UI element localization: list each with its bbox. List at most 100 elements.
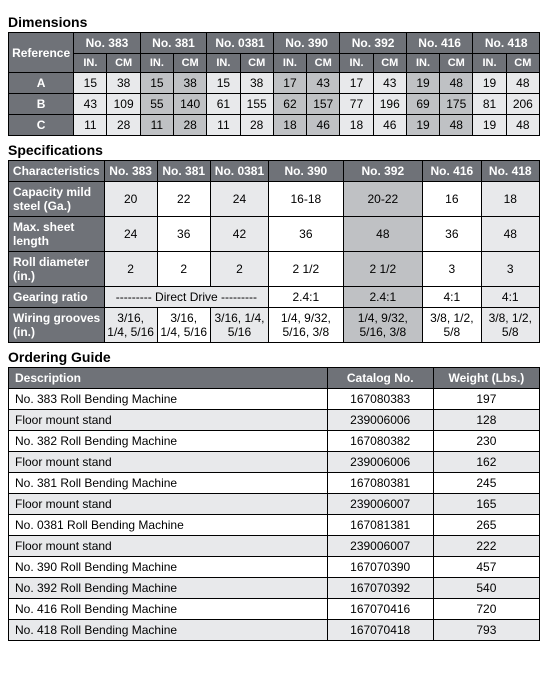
dim-row: C1128112811281846184619481948 — [9, 115, 540, 136]
specs-direct-drive: --------- Direct Drive --------- — [104, 287, 269, 308]
dim-unit: IN. — [473, 54, 506, 73]
specs-cell: 42 — [210, 217, 268, 252]
ordering-catalog: 239006006 — [327, 410, 433, 431]
specs-cell: 2.4:1 — [269, 287, 343, 308]
dim-cell: 46 — [373, 115, 406, 136]
ordering-row: No. 381 Roll Bending Machine167080381245 — [9, 473, 540, 494]
ordering-desc: No. 0381 Roll Bending Machine — [9, 515, 328, 536]
specs-cell: 2 1/2 — [343, 252, 423, 287]
ordering-row: Floor mount stand239006006162 — [9, 452, 540, 473]
dim-unit: CM — [506, 54, 539, 73]
dim-unit: CM — [107, 54, 140, 73]
ordering-row: No. 382 Roll Bending Machine167080382230 — [9, 431, 540, 452]
specs-row: Wiring grooves (in.)3/16, 1/4, 5/163/16,… — [9, 308, 540, 343]
ordering-catalog: 167070416 — [327, 599, 433, 620]
dim-unit: IN. — [406, 54, 439, 73]
ordering-table: Description Catalog No. Weight (Lbs.) No… — [8, 367, 540, 641]
specs-model: No. 418 — [481, 161, 539, 182]
dim-cell: 38 — [107, 73, 140, 94]
specs-cell: 20-22 — [343, 182, 423, 217]
ordering-col-cat: Catalog No. — [327, 368, 433, 389]
dim-row-label: A — [9, 73, 74, 94]
specs-heading: Specifications — [8, 142, 540, 158]
ordering-weight: 128 — [433, 410, 539, 431]
specs-cell: 3/8, 1/2, 5/8 — [481, 308, 539, 343]
dim-model: No. 390 — [273, 33, 340, 54]
ordering-weight: 197 — [433, 389, 539, 410]
specs-model: No. 392 — [343, 161, 423, 182]
specs-cell: 36 — [269, 217, 343, 252]
dim-cell: 77 — [340, 94, 373, 115]
dim-cell: 19 — [406, 73, 439, 94]
dimensions-table: Reference No. 383 No. 381 No. 0381 No. 3… — [8, 32, 540, 136]
dim-cell: 69 — [406, 94, 439, 115]
dim-cell: 17 — [273, 73, 306, 94]
specs-row-label: Roll diameter (in.) — [9, 252, 105, 287]
specs-cell: 20 — [104, 182, 157, 217]
ordering-header-row: Description Catalog No. Weight (Lbs.) — [9, 368, 540, 389]
specs-model: No. 0381 — [210, 161, 268, 182]
specs-cell: 4:1 — [481, 287, 539, 308]
ordering-weight: 793 — [433, 620, 539, 641]
dim-ref-header: Reference — [9, 33, 74, 73]
ordering-weight: 165 — [433, 494, 539, 515]
dim-header-row2: IN.CMIN.CMIN.CMIN.CMIN.CMIN.CMIN.CM — [9, 54, 540, 73]
dim-cell: 11 — [207, 115, 240, 136]
specs-row-label: Gearing ratio — [9, 287, 105, 308]
dim-cell: 15 — [207, 73, 240, 94]
specs-cell: 2.4:1 — [343, 287, 423, 308]
dim-unit: IN. — [340, 54, 373, 73]
ordering-row: No. 416 Roll Bending Machine167070416720 — [9, 599, 540, 620]
dim-cell: 206 — [506, 94, 539, 115]
ordering-catalog: 167070390 — [327, 557, 433, 578]
dim-cell: 43 — [307, 73, 340, 94]
specs-cell: 3/8, 1/2, 5/8 — [423, 308, 481, 343]
dim-cell: 109 — [107, 94, 140, 115]
dim-cell: 62 — [273, 94, 306, 115]
ordering-catalog: 167081381 — [327, 515, 433, 536]
ordering-desc: No. 382 Roll Bending Machine — [9, 431, 328, 452]
dim-cell: 38 — [174, 73, 207, 94]
ordering-col-desc: Description — [9, 368, 328, 389]
specs-cell: 3 — [423, 252, 481, 287]
ordering-desc: Floor mount stand — [9, 452, 328, 473]
specs-cell: 36 — [423, 217, 481, 252]
specs-cell: 24 — [104, 217, 157, 252]
dim-cell: 18 — [340, 115, 373, 136]
dim-cell: 196 — [373, 94, 406, 115]
specs-cell: 24 — [210, 182, 268, 217]
ordering-desc: No. 390 Roll Bending Machine — [9, 557, 328, 578]
specs-cell: 3 — [481, 252, 539, 287]
specs-cell: 2 — [104, 252, 157, 287]
dim-cell: 48 — [440, 115, 473, 136]
specs-row-label: Wiring grooves (in.) — [9, 308, 105, 343]
specs-cell: 1/4, 9/32, 5/16, 3/8 — [343, 308, 423, 343]
dim-unit: IN. — [140, 54, 173, 73]
dim-cell: 28 — [240, 115, 273, 136]
dim-model: No. 392 — [340, 33, 407, 54]
specs-model: No. 381 — [157, 161, 210, 182]
dim-cell: 15 — [74, 73, 107, 94]
ordering-weight: 540 — [433, 578, 539, 599]
dim-unit: CM — [307, 54, 340, 73]
dim-model: No. 416 — [406, 33, 473, 54]
dim-cell: 43 — [74, 94, 107, 115]
ordering-desc: Floor mount stand — [9, 494, 328, 515]
dimensions-heading: Dimensions — [8, 14, 540, 30]
dim-cell: 175 — [440, 94, 473, 115]
specs-row: Capacity mild steel (Ga.)20222416-1820-2… — [9, 182, 540, 217]
specs-cell: 2 — [210, 252, 268, 287]
ordering-row: No. 418 Roll Bending Machine167070418793 — [9, 620, 540, 641]
dim-row-label: C — [9, 115, 74, 136]
specs-cell: 3/16, 1/4, 5/16 — [104, 308, 157, 343]
ordering-catalog: 167080381 — [327, 473, 433, 494]
dim-unit: CM — [373, 54, 406, 73]
ordering-weight: 457 — [433, 557, 539, 578]
specs-cell: 16-18 — [269, 182, 343, 217]
ordering-weight: 230 — [433, 431, 539, 452]
specs-model: No. 390 — [269, 161, 343, 182]
dim-cell: 18 — [273, 115, 306, 136]
specs-row-label: Capacity mild steel (Ga.) — [9, 182, 105, 217]
dim-model: No. 418 — [473, 33, 540, 54]
ordering-heading: Ordering Guide — [8, 349, 540, 365]
